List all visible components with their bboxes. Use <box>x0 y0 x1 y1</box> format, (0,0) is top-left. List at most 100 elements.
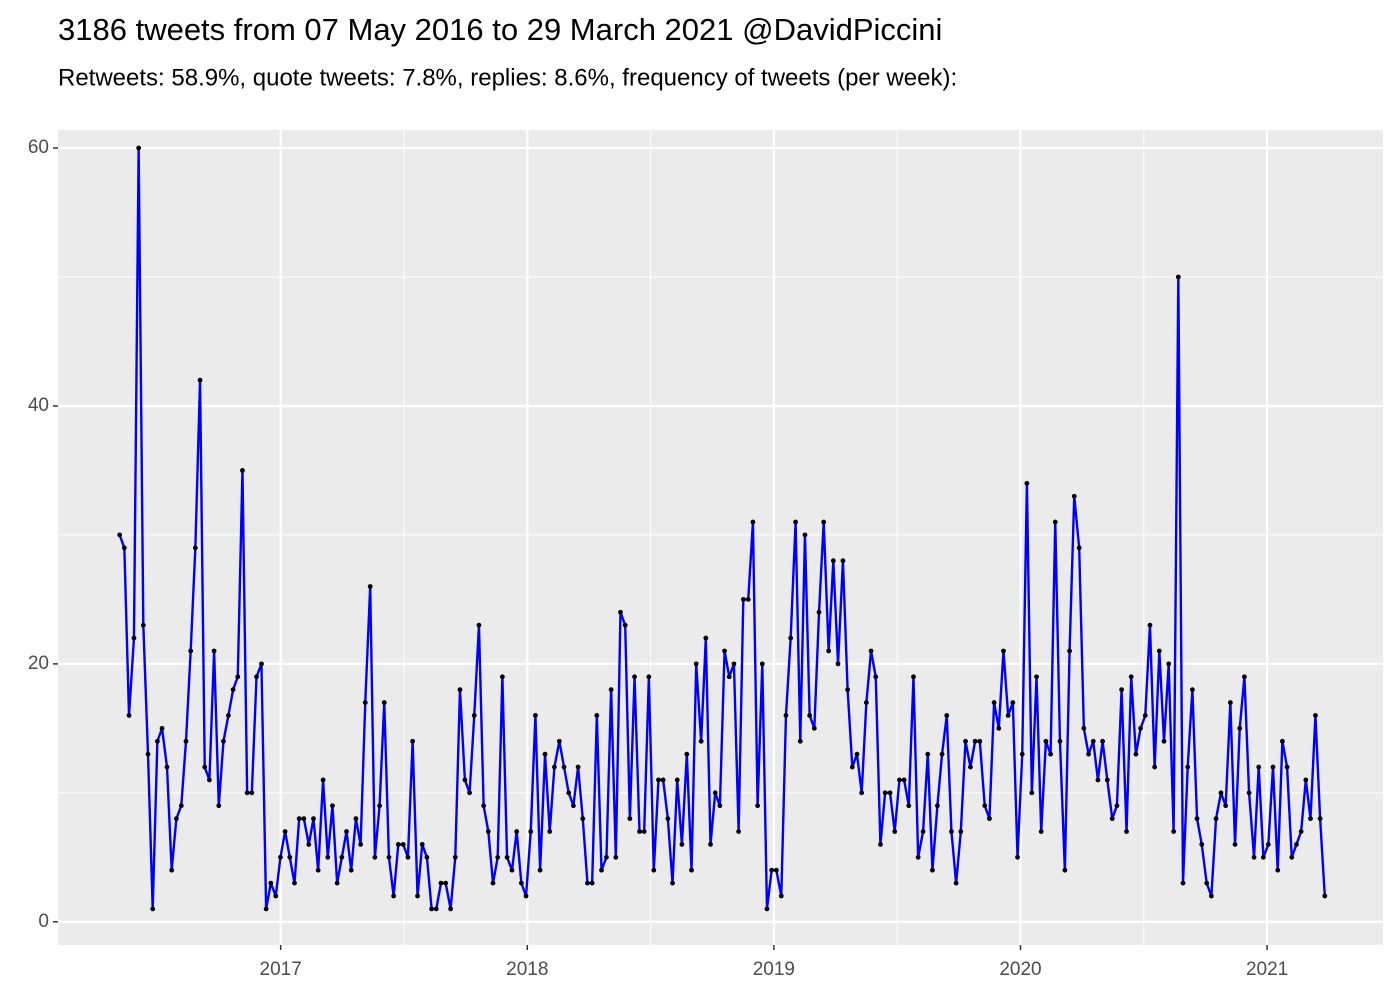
data-point <box>395 842 401 847</box>
data-point <box>1294 842 1299 847</box>
data-point <box>778 893 784 899</box>
data-point <box>977 738 983 744</box>
data-point <box>769 867 775 873</box>
data-point <box>1208 893 1214 899</box>
data-point <box>131 635 137 641</box>
data-point <box>542 751 548 757</box>
data-point <box>750 519 756 525</box>
data-point <box>1114 803 1120 809</box>
data-point <box>1095 777 1101 783</box>
data-point <box>556 738 562 744</box>
data-point <box>968 764 973 770</box>
data-point <box>958 829 964 834</box>
data-point <box>693 661 699 667</box>
data-point <box>755 803 761 809</box>
data-point <box>906 803 912 809</box>
data-point <box>429 906 435 912</box>
data-point <box>433 906 439 912</box>
data-point <box>518 880 524 886</box>
data-point <box>920 829 926 834</box>
data-point <box>1147 622 1153 628</box>
data-point <box>1180 880 1186 886</box>
data-point <box>651 867 657 873</box>
data-point <box>1010 700 1016 705</box>
data-point <box>892 829 898 834</box>
data-point <box>467 790 472 796</box>
data-point <box>1104 777 1110 783</box>
data-point <box>1204 880 1210 886</box>
data-point <box>759 661 765 667</box>
data-point <box>1029 790 1035 796</box>
data-point <box>915 854 921 860</box>
data-point <box>358 842 363 847</box>
data-point <box>930 867 935 873</box>
data-point <box>452 854 458 860</box>
data-point <box>476 622 482 628</box>
data-point <box>244 790 250 796</box>
data-point <box>159 725 165 731</box>
data-point <box>495 854 501 860</box>
data-point <box>1019 751 1025 757</box>
data-point <box>136 145 142 151</box>
data-point <box>391 893 397 899</box>
data-point <box>646 674 652 680</box>
data-point <box>1138 725 1143 731</box>
data-point <box>1232 842 1238 847</box>
data-point <box>334 880 340 886</box>
data-point <box>1067 648 1072 654</box>
data-point <box>585 880 590 886</box>
data-point <box>1133 751 1139 757</box>
data-point <box>405 854 411 860</box>
y-tick-label: 60 <box>28 137 49 158</box>
data-point <box>169 867 175 873</box>
data-point <box>330 803 335 809</box>
data-point <box>273 893 279 899</box>
data-point <box>703 635 709 641</box>
data-point <box>1298 829 1304 834</box>
data-point <box>164 764 170 770</box>
data-point <box>840 558 846 564</box>
data-point <box>793 519 798 525</box>
data-point <box>415 893 420 899</box>
data-point <box>1166 661 1172 667</box>
data-point <box>1218 790 1224 796</box>
data-point <box>1052 519 1058 525</box>
data-point <box>571 803 576 809</box>
data-point <box>504 854 510 860</box>
data-point <box>911 674 916 680</box>
data-point <box>192 545 198 551</box>
data-point <box>608 687 614 693</box>
data-point <box>934 803 940 809</box>
data-point <box>1185 764 1191 770</box>
data-point <box>807 713 813 718</box>
data-point <box>1048 751 1053 757</box>
data-point <box>797 738 803 744</box>
data-point <box>150 906 156 912</box>
x-tick-label: 2019 <box>753 959 795 980</box>
data-point <box>1005 713 1011 718</box>
data-point <box>670 880 675 886</box>
data-point <box>561 764 567 770</box>
data-point <box>1237 725 1243 731</box>
chart-subtitle: Retweets: 58.9%, quote tweets: 7.8%, rep… <box>58 64 957 91</box>
data-point <box>901 777 907 783</box>
data-point <box>674 777 680 783</box>
data-point <box>268 880 274 886</box>
data-point <box>773 867 779 873</box>
data-point <box>740 596 746 602</box>
data-point <box>1270 764 1276 770</box>
data-point <box>400 842 406 847</box>
y-tick-label: 40 <box>28 395 49 416</box>
data-point <box>1227 700 1233 705</box>
data-point <box>178 803 184 809</box>
data-point <box>604 854 609 860</box>
data-point <box>197 377 203 383</box>
data-point <box>1119 687 1125 693</box>
data-point <box>1213 816 1219 822</box>
data-point <box>443 880 449 886</box>
data-point <box>1081 725 1087 731</box>
x-tick-label: 2017 <box>260 959 302 980</box>
data-point <box>1090 738 1096 744</box>
data-point <box>1303 777 1309 783</box>
data-point <box>939 751 945 757</box>
